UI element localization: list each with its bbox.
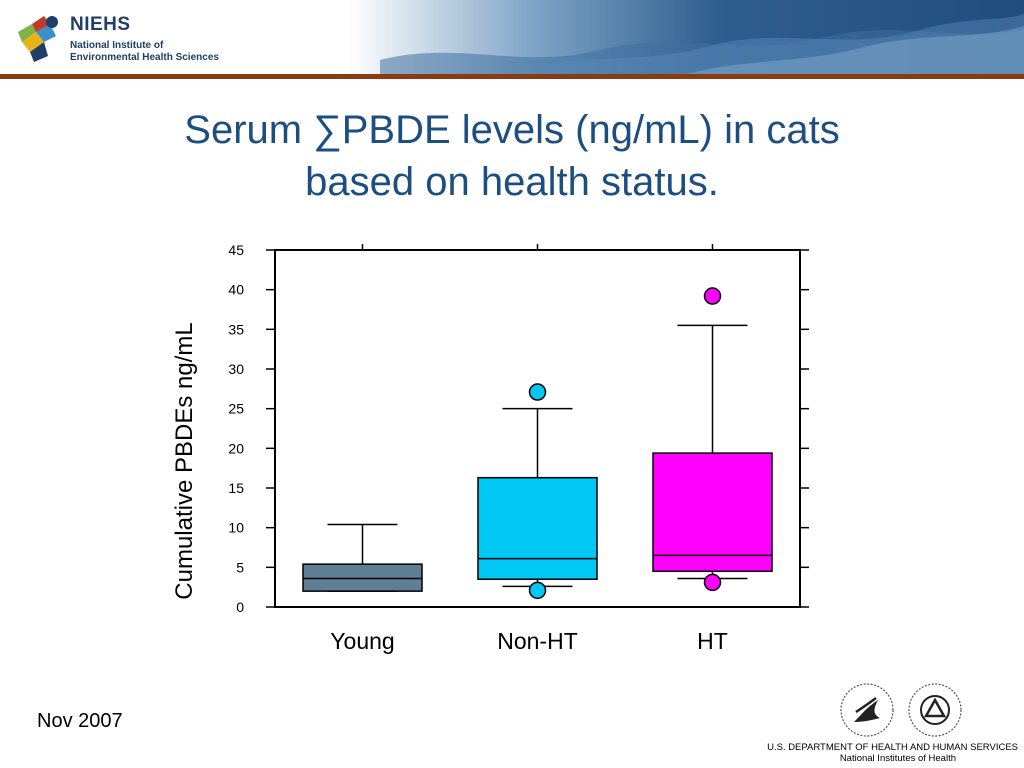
- slide-title: Serum ∑PBDE levels (ng/mL) in cats based…: [60, 104, 964, 208]
- hhs-seal-icon: [840, 683, 894, 737]
- x-tick-label: Non-HT: [497, 628, 578, 654]
- y-tick-label: 15: [228, 480, 244, 496]
- box-young: [302, 563, 423, 592]
- x-tick-label: Young: [330, 628, 394, 654]
- y-tick-label: 5: [236, 559, 244, 575]
- footer-seals: [840, 683, 962, 737]
- y-tick-label: 35: [228, 321, 244, 337]
- box-plot-chart: Cumulative PBDEs ng/mL 0 5 10 15 20 25 30 35 40 4…: [171, 242, 809, 654]
- logo-org-full: National Institute of Environmental Heal…: [70, 40, 219, 63]
- y-tick-label: 45: [228, 242, 244, 258]
- x-tick-label: HT: [697, 628, 728, 654]
- y-tick-label: 20: [228, 440, 244, 456]
- footer-institute: National Institutes of Health: [839, 753, 956, 764]
- logo-org-short: NIEHS: [70, 14, 131, 35]
- box-ht: [652, 452, 773, 573]
- outlier-point: [703, 573, 722, 592]
- header-banner: NIEHS National Institute of Environmenta…: [0, 0, 1024, 76]
- plot-area: 0 5 10 15 20 25 30 35 40 45 Young Non-HT HT: [228, 242, 809, 654]
- footer-department: U.S. DEPARTMENT OF HEALTH AND HUMAN SERV…: [767, 742, 1018, 753]
- y-tick-label: 30: [228, 361, 244, 377]
- banner-decoration: [380, 14, 1024, 76]
- y-tick-label: 40: [228, 282, 244, 298]
- y-axis-label: Cumulative PBDEs ng/mL: [171, 322, 198, 599]
- outlier-point: [703, 287, 722, 305]
- outlier-point: [528, 383, 547, 401]
- nih-seal-icon: [908, 683, 962, 737]
- niehs-logo-icon: [18, 16, 58, 62]
- y-tick-label: 10: [228, 520, 244, 536]
- title-line-2: based on health status.: [305, 160, 719, 204]
- y-tick-label: 0: [236, 599, 244, 615]
- title-line-1: Serum ∑PBDE levels (ng/mL) in cats: [184, 108, 840, 152]
- header-stripe: [0, 74, 1024, 79]
- slide-date: Nov 2007: [37, 710, 123, 732]
- box-non-ht: [477, 476, 598, 580]
- niehs-logo: NIEHS National Institute of Environmenta…: [14, 12, 219, 68]
- y-tick-label: 25: [228, 401, 244, 417]
- outlier-point: [528, 581, 547, 600]
